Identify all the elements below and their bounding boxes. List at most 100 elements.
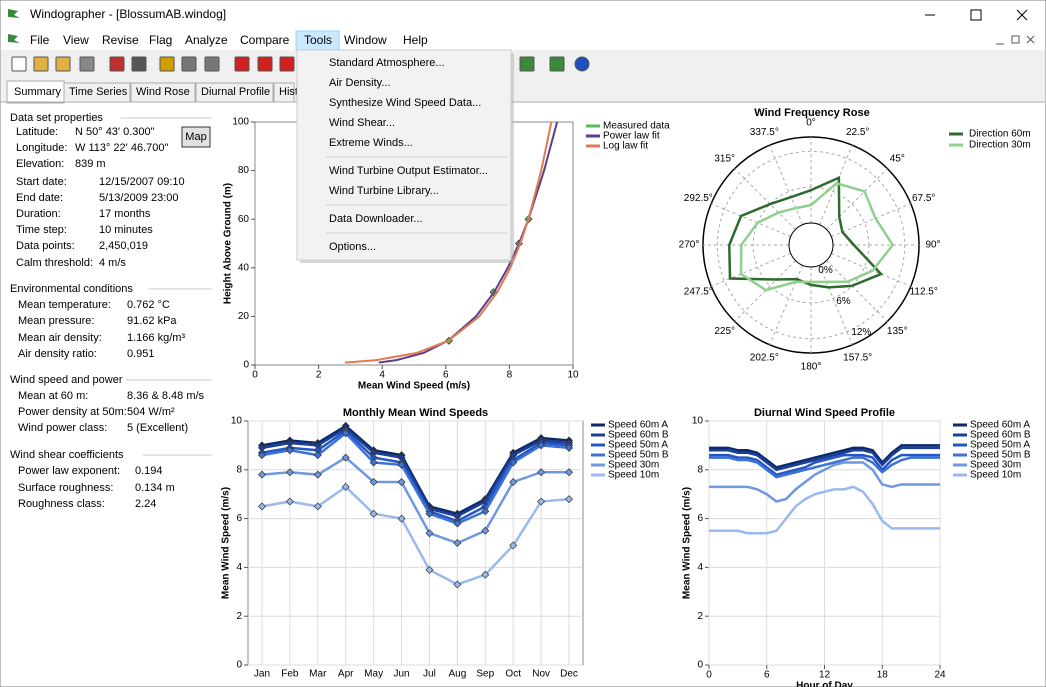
tab-label[interactable]: Summary	[14, 86, 62, 98]
y-tick-label: 10	[692, 416, 704, 427]
toolbar-button[interactable]	[131, 56, 147, 72]
legend-label: Speed 50m A	[608, 440, 668, 451]
menu-item[interactable]: Flag	[149, 33, 172, 47]
field-label: Mean at 60 m:	[18, 390, 88, 402]
dropdown-item[interactable]: Wind Turbine Output Estimator...	[329, 165, 488, 177]
direction-label: 270°	[679, 240, 700, 251]
dropdown-item[interactable]: Air Density...	[329, 77, 391, 89]
tab[interactable]	[195, 82, 274, 103]
data-point	[285, 497, 294, 506]
mdi-controls[interactable]	[996, 35, 1035, 45]
map-button[interactable]	[181, 126, 211, 148]
chart: 0 2 4 6 8 10 Jan Feb Mar Apr May Jun Jul Aug Sep Oct Nov…	[221, 407, 584, 680]
direction-label: 22.5°	[846, 127, 869, 138]
data-point	[285, 446, 294, 455]
series-line	[709, 444, 940, 469]
toolbar-button[interactable]	[55, 56, 71, 72]
rose-ring	[716, 150, 906, 340]
maximize-button[interactable]	[970, 9, 982, 21]
y-tick-label: 0	[697, 660, 703, 671]
field-label: Wind power class:	[18, 422, 107, 434]
toolbar-button[interactable]	[11, 56, 27, 72]
data-point	[509, 541, 518, 550]
dropdown-item[interactable]: Wind Turbine Library...	[329, 185, 439, 197]
legend-label: Speed 50m B	[608, 450, 669, 461]
tab[interactable]	[63, 82, 131, 103]
menu-item[interactable]: Window	[344, 33, 387, 47]
y-tick-label: 100	[232, 117, 249, 128]
toolbar-button[interactable]	[33, 56, 49, 72]
field-value: 12/15/2007 09:10	[99, 176, 185, 188]
series-line	[261, 485, 570, 586]
y-axis-label: Mean Wind Speed (m/s)	[221, 487, 232, 599]
dropdown-item[interactable]: Wind Shear...	[329, 117, 395, 129]
tab-label[interactable]: Wind Rose	[136, 86, 190, 98]
dropdown-item[interactable]: Synthesize Wind Speed Data...	[329, 97, 481, 109]
toolbar-button[interactable]	[159, 56, 175, 72]
x-tick-label: 8	[507, 370, 513, 381]
y-tick-label: 60	[238, 214, 250, 225]
x-tick-label: Apr	[338, 669, 354, 680]
tab-label[interactable]: Diurnal Profile	[201, 86, 270, 98]
toolbar-button[interactable]	[204, 56, 220, 72]
menu-item[interactable]: Help	[403, 33, 428, 47]
chart-title: Monthly Mean Wind Speeds	[343, 407, 488, 419]
rose-spoke	[711, 252, 791, 287]
toolbar-button[interactable]	[109, 56, 125, 72]
field-label: Mean air density:	[18, 332, 102, 344]
menu-item[interactable]: Analyze	[185, 33, 228, 47]
y-tick-label: 20	[238, 311, 250, 322]
toolbar-button[interactable]	[181, 56, 197, 72]
menu-item[interactable]: Compare	[240, 33, 290, 47]
menu-item[interactable]: Revise	[102, 33, 139, 47]
direction-label: 112.5°	[910, 286, 938, 297]
toolbar-button[interactable]	[574, 56, 590, 72]
tab[interactable]	[130, 82, 196, 103]
data-point	[341, 429, 350, 438]
x-tick-label: 12	[819, 670, 831, 681]
menu-bar: File View Revise Flag Analyze Compare Tools Win…	[30, 33, 428, 47]
x-axis-label: Mean Wind Speed (m/s)	[358, 381, 470, 392]
data-point	[425, 509, 434, 518]
legend-label: Speed 60m A	[970, 420, 1030, 431]
rose-spoke	[818, 265, 853, 345]
toolbar-button[interactable]	[279, 56, 295, 72]
map-button-label[interactable]: Map	[185, 131, 206, 143]
toolbar-button[interactable]	[257, 56, 273, 72]
legend-label: Log law fit	[603, 141, 648, 152]
data-point	[397, 478, 406, 486]
rose-tick-label: 0%	[818, 265, 833, 276]
data-point	[369, 509, 378, 518]
x-tick-label: 0	[252, 370, 258, 381]
toolbar-button[interactable]	[79, 56, 95, 72]
direction-label: 202.5°	[750, 352, 779, 363]
legend-label: Direction 60m	[969, 129, 1031, 140]
rose-spoke	[826, 168, 888, 230]
menu-item[interactable]: File	[30, 33, 50, 47]
field-label: Elevation:	[16, 158, 64, 170]
field-label: Start date:	[16, 176, 67, 188]
dropdown-item[interactable]: Data Downloader...	[329, 213, 423, 225]
chart-title: Diurnal Wind Speed Profile	[754, 407, 895, 419]
dropdown-item[interactable]: Options...	[329, 241, 376, 253]
data-point	[257, 451, 266, 460]
tab-label[interactable]: Hist	[279, 86, 298, 98]
menu-item[interactable]: Tools	[304, 33, 332, 47]
data-point	[397, 514, 406, 523]
series-line	[261, 431, 570, 525]
close-button[interactable]	[1016, 9, 1028, 21]
y-tick-label: 4	[697, 562, 703, 573]
series-line	[344, 121, 553, 364]
tab[interactable]	[273, 82, 295, 103]
toolbar-button[interactable]	[519, 56, 535, 72]
tab-label[interactable]: Time Series	[69, 86, 128, 98]
dropdown-item[interactable]: Extreme Winds...	[329, 137, 413, 149]
toolbar-button[interactable]	[549, 56, 565, 72]
x-tick-label: Nov	[532, 669, 550, 680]
dropdown-item[interactable]: Standard Atmosphere...	[329, 57, 445, 69]
menu-item[interactable]: View	[63, 33, 89, 47]
x-tick-label: Dec	[560, 669, 578, 680]
data-point	[397, 460, 406, 469]
toolbar-button[interactable]	[234, 56, 250, 72]
